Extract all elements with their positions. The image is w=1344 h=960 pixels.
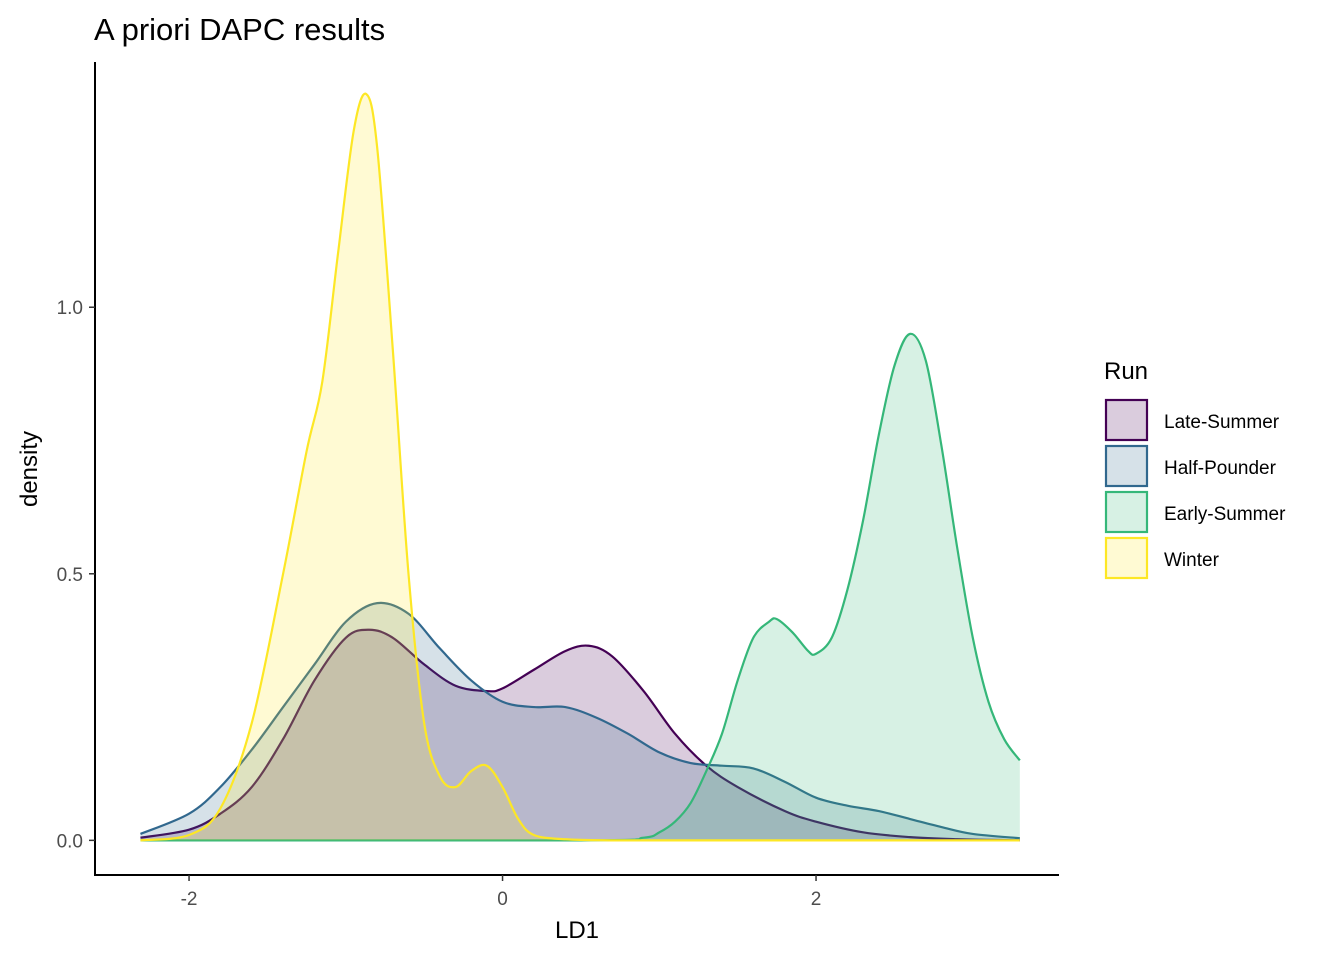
area-late-summer	[140, 629, 1020, 841]
line-winter	[140, 92, 1020, 842]
legend: Run Late-Summer Half-Pounder Early-Summer W…	[1104, 358, 1286, 580]
x-tick-label: -2	[181, 889, 198, 910]
x-axis-title: LD1	[555, 917, 599, 944]
legend-key-bg	[1106, 537, 1147, 578]
y-ticks: 0.0 0.5 1.0	[57, 298, 95, 852]
legend-items: Late-Summer Half-Pounder Early-Summer Winte…	[1104, 398, 1286, 580]
legend-swatch-winter	[1104, 536, 1149, 580]
series-early-summer	[140, 332, 1021, 842]
series-late-summer	[140, 628, 1020, 842]
series-half-pounder	[140, 601, 1020, 841]
legend-item-late-summer: Late-Summer	[1104, 398, 1280, 442]
y-tick-label: 0.0	[57, 831, 83, 852]
legend-label-early-summer: Early-Summer	[1164, 504, 1286, 525]
legend-item-winter: Winter	[1104, 536, 1220, 580]
chart-title: A priori DAPC results	[94, 12, 385, 47]
y-tick-label: 1.0	[57, 298, 83, 319]
legend-key-bg	[1106, 491, 1147, 532]
line-late-summer	[140, 628, 1020, 842]
legend-item-half-pounder: Half-Pounder	[1104, 444, 1277, 488]
line-early-summer	[140, 332, 1021, 842]
legend-label-half-pounder: Half-Pounder	[1164, 458, 1277, 479]
area-early-summer	[140, 333, 1020, 841]
series-layer	[140, 92, 1021, 842]
line-half-pounder	[140, 601, 1020, 840]
legend-swatch-half-pounder	[1104, 444, 1149, 488]
legend-label-late-summer: Late-Summer	[1164, 412, 1280, 433]
x-tick-label: 2	[811, 889, 822, 910]
area-half-pounder	[140, 602, 1020, 841]
legend-label-winter: Winter	[1164, 550, 1220, 571]
legend-key-bg	[1106, 399, 1147, 440]
y-tick-label: 0.5	[57, 565, 83, 586]
series-winter	[140, 92, 1020, 842]
legend-swatch-early-summer	[1104, 490, 1149, 534]
legend-item-early-summer: Early-Summer	[1104, 490, 1286, 534]
legend-title: Run	[1104, 358, 1148, 385]
x-ticks: -2 0 2	[181, 875, 822, 910]
x-tick-label: 0	[497, 889, 508, 910]
y-axis-title: density	[16, 431, 43, 507]
legend-swatch-late-summer	[1104, 398, 1149, 442]
legend-key-bg	[1106, 445, 1147, 486]
area-winter	[140, 93, 1020, 841]
